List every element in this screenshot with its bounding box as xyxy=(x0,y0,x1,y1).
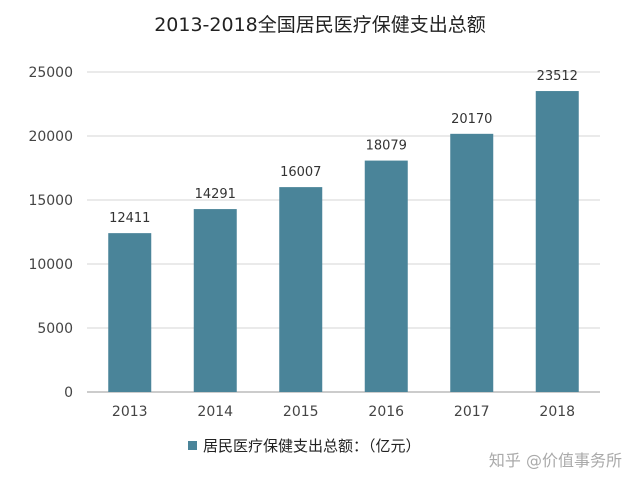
legend-swatch xyxy=(188,441,197,450)
y-tick-label: 20000 xyxy=(28,129,73,145)
data-label: 16007 xyxy=(280,165,321,180)
x-tick-label: 2015 xyxy=(283,404,319,420)
data-label: 12411 xyxy=(109,211,150,226)
y-tick-label: 5000 xyxy=(37,321,73,337)
y-tick-label: 15000 xyxy=(28,193,73,209)
x-tick-label: 2016 xyxy=(368,404,404,420)
data-label: 20170 xyxy=(451,112,492,127)
x-tick-label: 2018 xyxy=(539,404,575,420)
bar xyxy=(279,187,323,392)
y-tick-label: 25000 xyxy=(28,65,73,81)
bar xyxy=(364,160,408,392)
legend: 居民医疗保健支出总额：（亿元） xyxy=(188,435,421,456)
watermark: 知乎 @价值事务所 xyxy=(488,451,622,470)
bar xyxy=(193,209,237,392)
y-tick-label: 10000 xyxy=(28,257,73,273)
bar xyxy=(535,91,579,393)
x-tick-label: 2013 xyxy=(112,404,148,420)
chart-title: 2013-2018全国居民医疗保健支出总额 xyxy=(154,14,486,36)
bar xyxy=(108,233,152,392)
bar xyxy=(450,133,494,392)
y-tick-label: 0 xyxy=(64,385,73,401)
x-tick-label: 2014 xyxy=(197,404,233,420)
data-label: 14291 xyxy=(195,187,236,202)
data-label: 23512 xyxy=(537,69,578,84)
legend-label: 居民医疗保健支出总额：（亿元） xyxy=(203,437,421,455)
data-label: 18079 xyxy=(366,139,407,154)
x-tick-label: 2017 xyxy=(454,404,490,420)
